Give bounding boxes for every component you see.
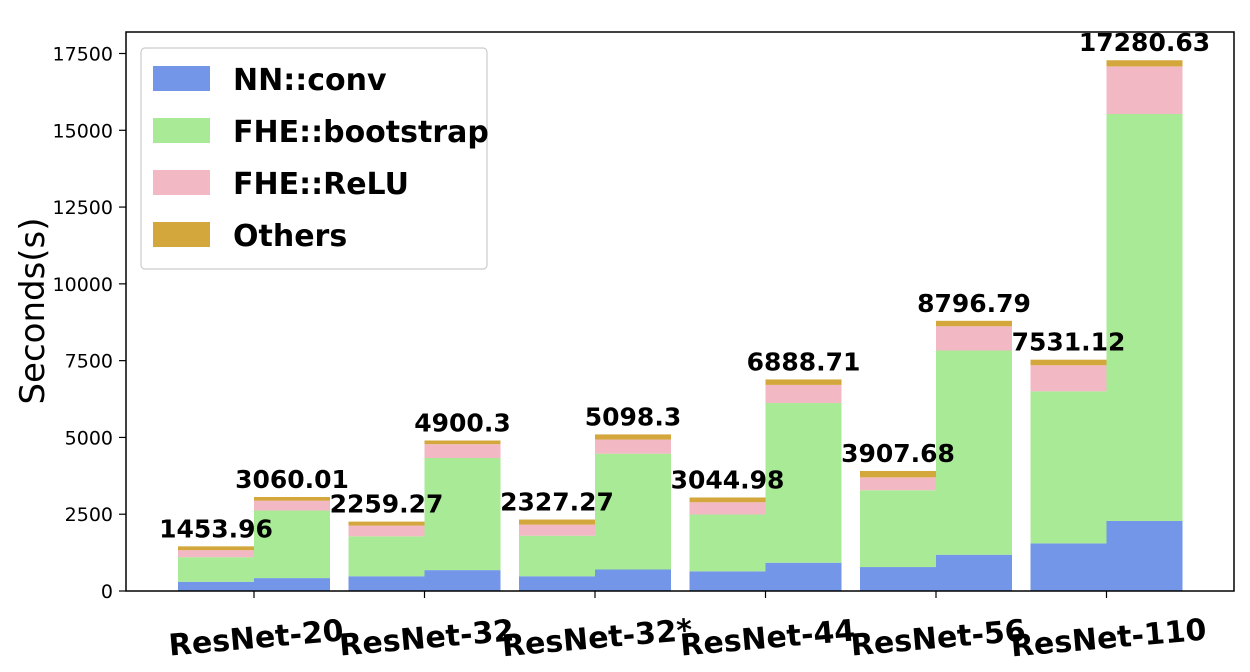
bar-segment [595,569,671,591]
bar-total-label: 1453.96 [159,514,273,543]
bar-segment [519,535,595,577]
y-axis: 0 2500 5000 7500 10000 12500 15000 17500 [53,44,126,603]
legend-swatch [153,170,210,195]
bar-segment [519,524,595,536]
bar-segment [936,350,1012,555]
bar-segment [595,434,671,440]
bar-total-label: 2259.27 [330,490,444,519]
x-tick-label: ResNet-32 [338,613,516,663]
legend-label: NN::conv [233,63,387,98]
y-tick-label: 2500 [65,504,113,526]
bar-total-label: 5098.3 [585,402,681,431]
y-tick-label: 7500 [65,351,113,373]
bar-segment [1030,365,1107,392]
bar-segment [936,554,1012,591]
bar-segment [860,470,936,478]
bars-layer [178,60,1183,591]
bar-segment [1030,359,1107,366]
y-tick-label: 0 [101,581,113,603]
bar-total-label: 7531.12 [1012,328,1126,357]
x-tick-label: ResNet-32* [501,613,695,665]
bar-segment [254,510,330,579]
legend-swatch [153,118,210,143]
bar-total-label: 3044.98 [671,465,785,494]
bar-segment [178,581,254,591]
bar-total-label: 2327.27 [500,488,614,517]
bar-segment [860,477,936,491]
x-axis: ResNet-20ResNet-32ResNet-32*ResNet-44Res… [167,591,1208,665]
bar-segment [860,567,936,591]
bar-segment [348,576,425,591]
bar-segment [1030,391,1107,544]
legend-label: FHE::bootstrap [233,115,489,150]
y-axis-label: Seconds(s) [13,217,53,404]
bar-segment [860,490,936,568]
bar-total-label: 3060.01 [235,465,349,494]
bar-segment [519,519,595,525]
bar-segment [689,497,766,503]
bar-segment [254,500,330,511]
bar-segment [936,326,1012,351]
legend-label: FHE::ReLU [233,167,409,202]
x-tick-label: ResNet-56 [849,613,1027,663]
bar-segment [936,320,1012,327]
bar-segment [765,379,842,385]
bar-segment [689,514,766,572]
bar-segment [1106,60,1183,67]
bar-segment [424,444,501,459]
plot-area-frame [125,31,1235,592]
bar-segment [254,578,330,591]
bar-total-label: 6888.71 [747,347,861,376]
bar-segment [595,453,671,570]
bar-segment [178,546,254,551]
bar-segment [689,502,766,515]
bar-segment [178,557,254,582]
x-tick-label: ResNet-110 [1009,613,1207,665]
legend-label: Others [233,219,347,254]
bar-total-label: 17280.63 [1079,28,1210,57]
y-tick-label: 5000 [65,427,113,449]
bar-segment [519,576,595,591]
y-tick-label: 17500 [53,44,113,66]
bar-segment [765,384,842,404]
bar-segment [348,525,425,537]
bar-segment [595,439,671,454]
bar-segment [424,570,501,591]
bar-segment [254,497,330,501]
bar-segment [348,536,425,577]
legend-swatch [153,222,210,247]
bar-segment [765,562,842,591]
x-tick-label: ResNet-20 [167,613,345,663]
bar-total-label: 4900.3 [414,408,510,437]
bar-segment [1106,114,1183,521]
bar-segment [348,521,425,526]
bar-segment [178,550,254,558]
y-tick-label: 10000 [53,274,113,296]
legend-swatch [153,66,210,91]
bar-segment [1030,543,1107,591]
y-tick-label: 15000 [53,120,113,142]
x-tick-label: ResNet-44 [679,613,857,663]
bar-segment [1106,66,1183,115]
bar-segment [424,458,501,571]
y-tick-label: 12500 [53,197,113,219]
bar-total-label: 3907.68 [841,439,955,468]
bar-segment [424,440,501,445]
bar-total-label: 8796.79 [917,289,1031,318]
bar-segment [765,403,842,563]
bar-segment [689,571,766,591]
bar-segment [1106,520,1183,591]
legend-box [140,47,488,270]
